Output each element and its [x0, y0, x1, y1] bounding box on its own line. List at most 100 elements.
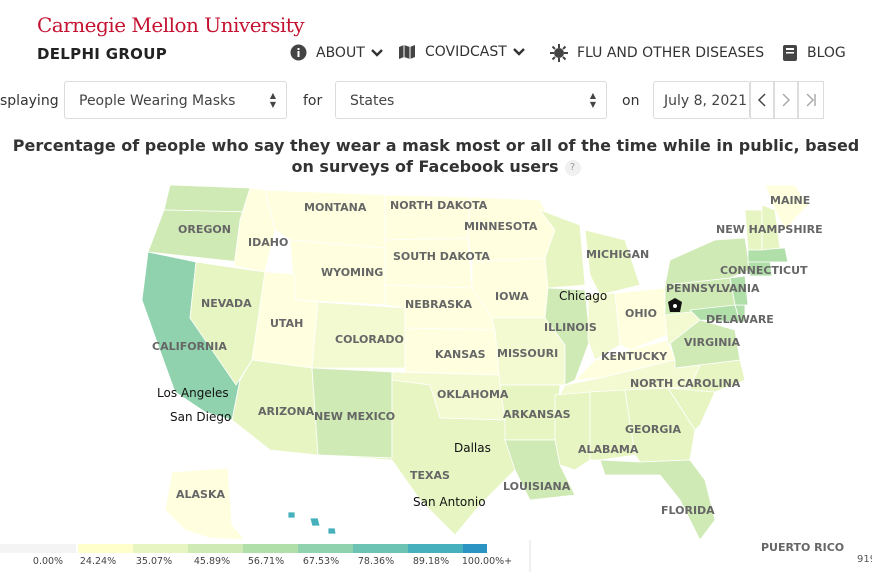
chevron-down-icon	[512, 47, 525, 57]
label-los-angeles: Los Angeles	[157, 386, 229, 400]
legend-swatch	[408, 544, 463, 553]
legend-label: 67.53%	[303, 556, 339, 567]
legend-label: 56.71%	[248, 556, 284, 567]
label-illinois: ILLINOIS	[544, 321, 597, 334]
nav-flu-label: FLU AND OTHER DISEASES	[577, 45, 765, 61]
label-chicago: Chicago	[559, 289, 607, 303]
label-michigan: MICHIGAN	[586, 248, 649, 261]
state-mississippi[interactable]	[554, 391, 591, 471]
state-michigan[interactable]	[584, 229, 641, 296]
delphi-group-title[interactable]: DELPHI GROUP	[37, 45, 167, 63]
state-washington[interactable]	[163, 184, 251, 213]
label-oklahoma: OKLAHOMA	[437, 388, 509, 401]
controls-bar: splaying People Wearing Masks ▲ ▼ for Sta…	[0, 81, 872, 121]
nav-blog[interactable]: BLOG	[782, 44, 846, 62]
label-georgia: GEORGIA	[625, 423, 681, 436]
chevron-right-icon	[782, 93, 791, 107]
label-puerto-rico: PUERTO RICO	[761, 541, 845, 554]
region-select[interactable]: States ▲ ▼	[335, 81, 607, 119]
cmu-logo[interactable]: Carnegie Mellon University	[37, 13, 305, 37]
state-oregon[interactable]	[147, 209, 251, 263]
date-picker[interactable]: July 8, 2021	[653, 81, 750, 119]
label-louisiana: LOUISIANA	[503, 480, 571, 493]
label-maine: MAINE	[770, 194, 810, 207]
us-choropleth-map: MAINE NEW HAMPSHIRE CONNECTICUT PENNSYLV…	[141, 184, 823, 540]
nav-about[interactable]: ABOUT	[290, 44, 383, 61]
label-kentucky: KENTUCKY	[601, 350, 668, 363]
state-south-dakota[interactable]	[384, 237, 473, 289]
signal-select[interactable]: People Wearing Masks ▲ ▼	[64, 81, 287, 119]
info-circle-icon	[290, 44, 307, 61]
label-south-dakota: SOUTH DAKOTA	[393, 250, 490, 263]
legend-label: 89.18%	[413, 556, 449, 567]
label-california: CALIFORNIA	[152, 340, 227, 353]
label-san-antonio: San Antonio	[413, 495, 486, 509]
virus-icon	[550, 44, 568, 62]
on-label: on	[622, 93, 640, 109]
label-new-mexico: NEW MEXICO	[314, 410, 395, 423]
state-alabama[interactable]	[589, 389, 636, 461]
nav-covidcast[interactable]: COVIDCAST	[398, 44, 525, 60]
state-nevada[interactable]	[189, 261, 266, 386]
prev-date-button[interactable]	[750, 81, 774, 119]
legend-label: 24.24%	[80, 556, 116, 567]
book-icon	[782, 44, 798, 62]
label-north-dakota: NORTH DAKOTA	[390, 199, 488, 212]
state-indiana[interactable]	[587, 292, 621, 361]
state-ohio[interactable]	[614, 287, 669, 351]
next-date-button[interactable]	[774, 81, 798, 119]
signal-select-value: People Wearing Masks	[79, 93, 236, 109]
label-montana: MONTANA	[304, 201, 367, 214]
region-select-value: States	[350, 93, 395, 109]
legend-label: 45.89%	[194, 556, 230, 567]
legend-swatch	[463, 544, 487, 553]
legend-swatch	[243, 544, 298, 553]
nav-blog-label: BLOG	[807, 45, 846, 61]
label-new-hampshire: NEW HAMPSHIRE	[716, 223, 823, 236]
state-florida[interactable]	[599, 459, 716, 540]
legend-swatch	[78, 544, 133, 553]
label-texas: TEXAS	[410, 469, 450, 482]
legend-label: 35.07%	[136, 556, 172, 567]
label-idaho: IDAHO	[248, 236, 288, 249]
chevron-down-icon	[370, 48, 383, 58]
state-texas[interactable]	[317, 379, 516, 536]
map-icon	[398, 44, 416, 60]
label-nebraska: NEBRASKA	[405, 298, 473, 311]
last-date-button[interactable]	[798, 81, 824, 119]
state-north-carolina[interactable]	[667, 359, 746, 393]
state-new-hampshire[interactable]	[761, 204, 781, 251]
label-north-carolina: NORTH CAROLINA	[630, 377, 741, 390]
map-title-text: Percentage of people who say they wear a…	[12, 136, 860, 176]
legend-swatch	[133, 544, 188, 553]
state-alaska[interactable]	[164, 467, 246, 540]
nav-about-label: ABOUT	[316, 44, 365, 61]
label-wyoming: WYOMING	[321, 266, 383, 279]
label-oregon: OREGON	[178, 223, 231, 236]
label-florida: FLORIDA	[661, 504, 715, 517]
state-illinois[interactable]	[544, 287, 591, 386]
legend-swatch	[298, 544, 353, 553]
state-hawaii[interactable]	[287, 511, 337, 535]
map-title: Percentage of people who say they wear a…	[0, 135, 872, 177]
skip-to-end-icon	[806, 93, 816, 107]
help-icon[interactable]: ?	[564, 159, 581, 176]
legend-label: 0.00%	[33, 556, 63, 567]
nav-flu[interactable]: FLU AND OTHER DISEASES	[550, 44, 764, 62]
label-nevada: NEVADA	[201, 297, 252, 310]
label-dallas: Dallas	[454, 441, 491, 455]
label-virginia: VIRGINIA	[684, 336, 740, 349]
color-legend: 0.00% 24.24% 35.07% 45.89% 56.71% 67.53% 78.36…	[0, 540, 531, 572]
label-colorado: COLORADO	[335, 333, 404, 346]
label-arkansas: ARKANSAS	[503, 408, 571, 421]
label-alabama: ALABAMA	[578, 443, 639, 456]
metro-marker	[668, 298, 682, 312]
chevron-left-icon	[757, 93, 766, 107]
label-pennsylvania: PENNSYLVANIA	[666, 282, 760, 295]
legend-swatch	[0, 544, 76, 553]
state-new-jersey[interactable]	[729, 275, 749, 306]
state-maine[interactable]	[764, 184, 809, 231]
label-san-diego: San Diego	[170, 410, 231, 424]
legend-label: 100.00%+	[462, 556, 512, 567]
legend-swatch	[188, 544, 243, 553]
